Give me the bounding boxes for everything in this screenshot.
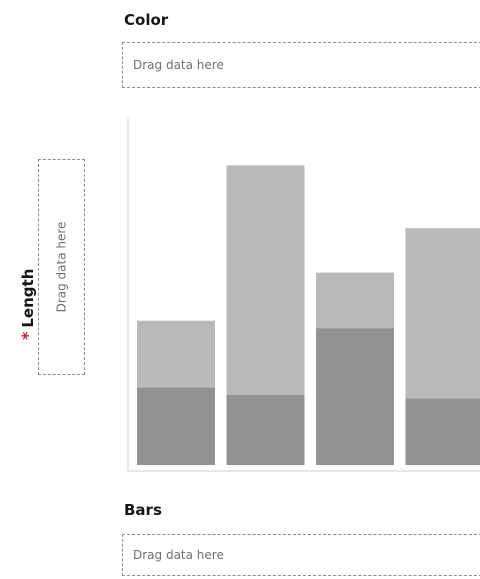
color-well-label: Color: [124, 11, 169, 29]
bar-4-segment-2: [405, 228, 480, 399]
color-drop-zone[interactable]: Drag data here: [122, 42, 480, 88]
chart-frame: [127, 118, 480, 472]
bar-2-segment-1: [226, 394, 305, 465]
bar-1-segment-1: [137, 387, 215, 465]
bar-4-segment-1: [405, 398, 480, 465]
length-drop-zone[interactable]: Drag data here: [38, 159, 85, 375]
color-drop-placeholder: Drag data here: [133, 58, 224, 72]
bars-drop-zone[interactable]: Drag data here: [122, 534, 480, 576]
bar-1-segment-2: [137, 320, 215, 388]
bar-2-segment-2: [226, 165, 305, 395]
bar-3-segment-1: [316, 328, 394, 465]
bars-group: [137, 165, 480, 465]
bars-well-label: Bars: [124, 501, 162, 519]
bars-drop-placeholder: Drag data here: [133, 548, 224, 562]
bar-3-segment-2: [316, 272, 394, 329]
